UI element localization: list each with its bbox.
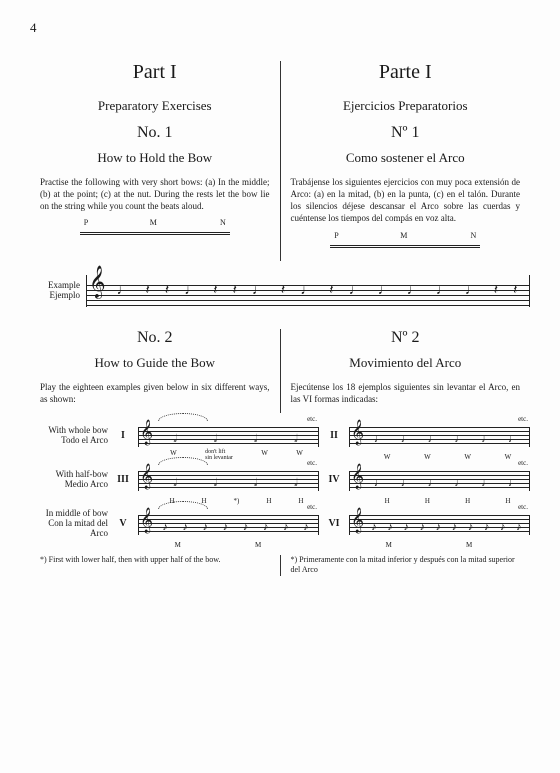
footnote-es: *) Primeramente con la mitad inferior y … [281, 555, 531, 576]
example-staff-block: Example Ejemplo ♩𝄽𝄽 ♩𝄽𝄽 ♩𝄽 ♩𝄽 ♩♩♩♩ ♩𝄽𝄽 [30, 267, 530, 315]
staff-4: etc. ♩♩♩♩♩♩ HHHH [349, 463, 530, 497]
roman-1: I [116, 430, 130, 441]
section-no2: No. 2 How to Guide the Bow Play the eigh… [30, 329, 530, 413]
row-whole-bow: With whole bow Todo el Arco I etc. 𝅗𝅥𝅗𝅥𝅗… [30, 419, 530, 453]
staff-5: etc. ♪♪♪♪♪♪♪♪ MM [138, 507, 319, 541]
page-number: 4 [30, 20, 530, 36]
row-half-bow: With half-bow Medio Arco III etc. 𝅗𝅥𝅗𝅥𝅗𝅥… [30, 463, 530, 497]
bow-m-label: M [150, 218, 157, 227]
staff-1: etc. 𝅗𝅥𝅗𝅥𝅗𝅥𝅗𝅥 W don't liftsin levantar W… [138, 419, 319, 453]
bow-diagram-es: P M N [330, 233, 480, 253]
prep-title-es: Ejercicios Preparatorios [291, 98, 521, 114]
row2-label: With half-bow Medio Arco [30, 470, 108, 490]
row-middle-bow: In middle of bow Con la mitad del Arco V… [30, 507, 530, 541]
para2-es: Ejecútense los 18 ejemplos siguientes si… [291, 381, 521, 405]
roman-3: III [116, 474, 130, 485]
para1-en: Practise the following with very short b… [40, 176, 270, 212]
footnotes: *) First with lower half, then with uppe… [30, 555, 530, 576]
bow-n-label-es: N [470, 231, 476, 240]
para1-es: Trabájense los siguientes ejercicios con… [291, 176, 521, 225]
bow-n-label: N [220, 218, 226, 227]
hold-bow-es: Como sostener el Arco [291, 150, 521, 166]
prep-title-en: Preparatory Exercises [40, 98, 270, 114]
no2-right: Nº 2 Movimiento del Arco Ejecútense los … [281, 329, 531, 413]
bow-p-label: P [84, 218, 88, 227]
staff-2: etc. ♩♩♩♩♩♩ WWWW [349, 419, 530, 453]
staff-3: etc. 𝅗𝅥𝅗𝅥𝅗𝅥𝅗𝅥 HH*)HH [138, 463, 319, 497]
column-left: Part I Preparatory Exercises No. 1 How t… [30, 61, 281, 261]
dont-lift: don't liftsin levantar [205, 449, 233, 461]
row1-label: With whole bow Todo el Arco [30, 426, 108, 446]
no2-left: No. 2 How to Guide the Bow Play the eigh… [30, 329, 281, 413]
bow-p-label-es: P [334, 231, 338, 240]
example-staff: ♩𝄽𝄽 ♩𝄽𝄽 ♩𝄽 ♩𝄽 ♩♩♩♩ ♩𝄽𝄽 [86, 275, 530, 307]
staff-6: etc. ♪♪♪♪♪♪♪♪♪♪ MM [349, 507, 530, 541]
roman-4: IV [327, 474, 341, 485]
bow-diagram-en: P M N [80, 220, 230, 240]
roman-2: II [327, 430, 341, 441]
roman-5: V [116, 518, 130, 529]
bow-m-label-es: M [400, 231, 407, 240]
part-title-en: Part I [40, 61, 270, 84]
hold-bow-en: How to Hold the Bow [40, 150, 270, 166]
section-no1: Part I Preparatory Exercises No. 1 How t… [30, 61, 530, 261]
row3-label: In middle of bow Con la mitad del Arco [30, 509, 108, 539]
no2-en: No. 2 [40, 329, 270, 347]
footnote-en: *) First with lower half, then with uppe… [30, 555, 281, 576]
guide-es: Movimiento del Arco [291, 355, 521, 371]
no1-en: No. 1 [40, 124, 270, 142]
example-label: Example Ejemplo [30, 281, 80, 301]
part-title-es: Parte I [291, 61, 521, 84]
guide-en: How to Guide the Bow [40, 355, 270, 371]
para2-en: Play the eighteen examples given below i… [40, 381, 270, 405]
no2-es: Nº 2 [291, 329, 521, 347]
no1-es: Nº 1 [291, 124, 521, 142]
column-right: Parte I Ejercicios Preparatorios Nº 1 Co… [281, 61, 531, 261]
roman-6: VI [327, 518, 341, 529]
